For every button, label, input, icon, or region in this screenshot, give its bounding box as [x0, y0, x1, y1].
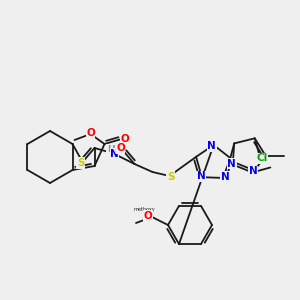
- Text: methoxy: methoxy: [133, 208, 155, 212]
- Text: N: N: [221, 172, 230, 182]
- Text: N: N: [227, 158, 236, 169]
- Text: O: O: [86, 128, 95, 138]
- Text: S: S: [77, 158, 84, 168]
- Text: N: N: [110, 149, 119, 159]
- Text: O: O: [120, 134, 129, 144]
- Text: Cl: Cl: [256, 153, 267, 163]
- Text: H: H: [107, 145, 114, 154]
- Text: N: N: [249, 167, 258, 176]
- Text: S: S: [167, 172, 174, 182]
- Text: O: O: [116, 143, 125, 153]
- Text: O: O: [144, 211, 152, 221]
- Text: N: N: [196, 171, 205, 181]
- Text: N: N: [207, 141, 216, 151]
